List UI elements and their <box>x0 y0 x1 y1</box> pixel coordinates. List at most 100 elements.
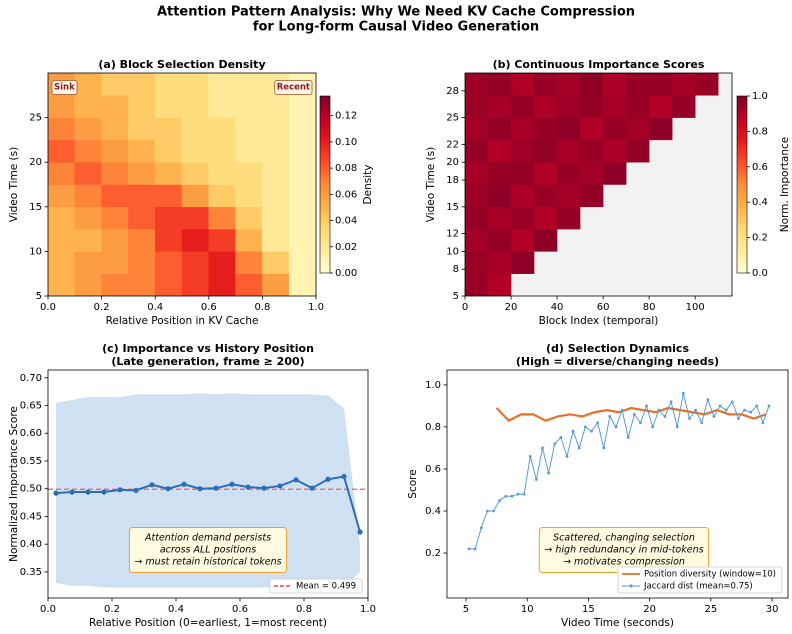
colorbar-label: Norm. Importance <box>779 137 791 232</box>
data-point <box>694 408 697 412</box>
legend-label: Position diversity (window=10) <box>644 570 776 580</box>
heatmap-cell <box>74 161 102 185</box>
heatmap-cell <box>235 251 263 274</box>
heatmap-cell <box>579 184 604 208</box>
heatmap-cell <box>510 73 535 96</box>
data-point <box>309 485 315 491</box>
heatmap-cell <box>262 95 290 118</box>
heatmap-cell <box>465 184 489 208</box>
heatmap-cell <box>154 228 183 252</box>
y-tick-label: 20 <box>446 157 459 168</box>
plot-area <box>465 73 732 296</box>
heatmap-cell <box>465 161 489 185</box>
heatmap-cell <box>74 139 102 163</box>
data-point <box>181 481 187 487</box>
x-tick-label: 10 <box>521 604 534 615</box>
heatmap-cell <box>465 73 489 96</box>
subplot-title: (b) Continuous Importance Scores <box>493 58 705 71</box>
heatmap-cell <box>181 273 210 296</box>
heatmap-cell <box>487 206 512 230</box>
heatmap-cell <box>510 161 535 185</box>
heatmap-cell <box>288 139 316 163</box>
heatmap-cell <box>510 117 535 141</box>
y-tick-label: 12 <box>446 229 459 240</box>
data-point <box>718 404 722 408</box>
heatmap-cell <box>208 273 236 296</box>
heatmap-cell <box>208 139 236 163</box>
heatmap-cell <box>181 184 210 208</box>
heatmap-cell <box>128 206 156 230</box>
heatmap-cell <box>510 139 535 163</box>
heatmap-cell <box>487 161 512 185</box>
data-point <box>473 547 477 551</box>
heatmap-cell <box>74 228 102 252</box>
x-tick-label: 80 <box>643 302 656 313</box>
data-point <box>357 529 363 535</box>
y-tick-label: 1.0 <box>425 380 441 391</box>
data-point <box>669 400 673 404</box>
plot-area <box>48 73 316 296</box>
data-point <box>528 454 532 458</box>
figure-title: Attention Pattern Analysis: Why We Need … <box>157 5 635 20</box>
data-point <box>293 477 299 483</box>
plot-area <box>467 391 771 551</box>
data-line <box>55 475 361 533</box>
data-point <box>565 454 569 458</box>
y-tick-label: 0.35 <box>20 567 42 578</box>
heatmap-cell <box>510 206 535 230</box>
y-tick-label: 0.40 <box>20 539 42 550</box>
data-point <box>522 492 526 496</box>
y-tick-label: 10 <box>29 246 42 257</box>
y-tick-label: 0.45 <box>20 511 42 522</box>
heatmap-cell <box>235 161 263 185</box>
data-point <box>133 487 139 493</box>
x-tick-label: 0.4 <box>168 604 184 615</box>
y-tick-label: 0.60 <box>20 428 42 439</box>
data-point <box>737 417 740 420</box>
legend: Mean = 0.499 <box>269 578 363 594</box>
colorbar-tick-label: 0.8 <box>752 126 768 137</box>
corner-tag-text: Recent <box>277 83 310 93</box>
axes-frame <box>446 369 789 599</box>
legend-box <box>269 578 363 594</box>
data-point <box>724 408 728 412</box>
heatmap-cell <box>101 73 129 96</box>
heatmap-cell <box>235 139 263 163</box>
x-axis-label: Video Time (seconds) <box>561 617 674 629</box>
heatmap-cell <box>533 206 558 230</box>
heatmap-cell <box>602 73 627 96</box>
heatmap-cell <box>235 73 263 96</box>
y-tick-label: 28 <box>446 86 459 97</box>
heatmap-cell <box>533 161 558 185</box>
y-tick-label: 15 <box>29 202 42 213</box>
data-point <box>149 482 155 488</box>
heatmap-cell <box>579 73 604 96</box>
colorbar-tick-label: 0.10 <box>335 137 357 148</box>
data-point <box>541 446 544 450</box>
heatmap-cell <box>101 184 129 208</box>
data-point <box>712 415 716 418</box>
data-point <box>498 499 502 502</box>
x-tick-label: 20 <box>643 604 656 615</box>
y-tick-label: 0.2 <box>425 548 441 559</box>
heatmap-cell <box>181 117 210 141</box>
x-tick-label: 100 <box>686 302 705 313</box>
data-point <box>608 415 612 418</box>
x-tick-label: 0.0 <box>40 302 56 313</box>
heatmap-cell <box>288 184 316 208</box>
heatmap-cell <box>181 206 210 230</box>
data-point <box>341 473 347 480</box>
data-point <box>675 425 679 429</box>
data-point <box>749 410 753 414</box>
heatmap-cell <box>671 95 696 118</box>
heatmap-cell <box>262 228 290 252</box>
heatmap-cell <box>128 95 156 118</box>
legend-label: Mean = 0.499 <box>296 582 356 592</box>
heatmap-cell <box>74 273 102 296</box>
annotation-text: across ALL positions <box>160 545 256 556</box>
heatmap-cell <box>533 95 558 118</box>
x-tick-label: 0 <box>462 302 468 313</box>
heatmap-cell <box>235 117 263 141</box>
annotation-text: → high redundancy in mid-tokens <box>544 545 703 556</box>
